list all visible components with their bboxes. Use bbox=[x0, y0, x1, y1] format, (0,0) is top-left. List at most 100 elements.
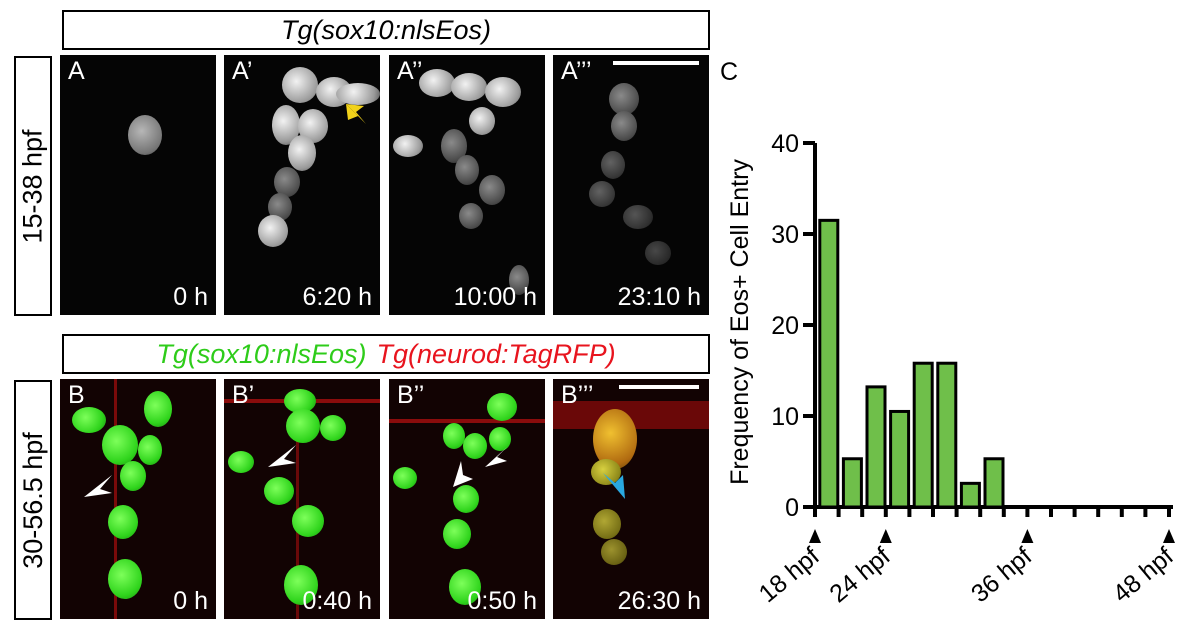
cell-blob bbox=[609, 83, 639, 115]
cell-blob bbox=[623, 205, 653, 229]
panel-time: 26:30 h bbox=[617, 587, 701, 615]
cell-blob bbox=[509, 265, 529, 295]
cell-blob bbox=[228, 451, 254, 473]
tick-marker-icon bbox=[1163, 529, 1175, 543]
chart-panel-label: C bbox=[720, 58, 738, 86]
x-tick-label: 18 hpf bbox=[754, 542, 825, 608]
red-axon bbox=[389, 419, 545, 423]
cell-blob bbox=[336, 83, 380, 105]
cell-blob bbox=[459, 203, 483, 229]
cell-blob bbox=[489, 427, 511, 451]
panel-label: A’ bbox=[232, 57, 253, 85]
cell-blob bbox=[128, 115, 162, 155]
scale-bar bbox=[613, 61, 699, 65]
cell-blob bbox=[393, 135, 423, 157]
bar bbox=[865, 385, 887, 509]
cell-blob bbox=[292, 505, 324, 537]
panel-time: 6:20 h bbox=[302, 283, 372, 311]
white-arrowhead-icon bbox=[268, 445, 296, 467]
row2-side-label-box: 30-56.5 hpf bbox=[14, 380, 52, 620]
panel-b1: B’ 0:40 h bbox=[224, 379, 380, 619]
cell-blob bbox=[274, 167, 300, 197]
cell-blob bbox=[611, 111, 637, 141]
panel-b2: B’’ 0:50 h bbox=[389, 379, 545, 619]
panel-time: 23:10 h bbox=[617, 283, 701, 311]
cell-blob bbox=[288, 135, 316, 171]
cell-blob bbox=[453, 485, 479, 513]
cell-blob bbox=[601, 151, 625, 179]
white-arrowhead-icon bbox=[453, 461, 473, 487]
cell-blob bbox=[108, 505, 138, 539]
cell-blob bbox=[286, 409, 320, 443]
row2-title-red: Tg(neurod:TagRFP) bbox=[376, 338, 616, 369]
x-tick-label: 24 hpf bbox=[824, 542, 895, 608]
cell-blob bbox=[282, 67, 318, 103]
row1-side-label-box: 15-38 hpf bbox=[14, 56, 52, 316]
panel-time: 0:40 h bbox=[302, 587, 372, 615]
panel-label: B’’’ bbox=[561, 381, 594, 409]
cell-blob bbox=[264, 477, 294, 505]
row2-title-box: Tg(sox10:nlsEos) Tg(neurod:TagRFP) bbox=[62, 334, 710, 374]
bar bbox=[983, 457, 1005, 509]
cell-blob bbox=[601, 539, 627, 565]
panel-a2: A’’ 10:00 h bbox=[389, 55, 545, 315]
cell-blob bbox=[419, 69, 455, 97]
cell-blob bbox=[449, 569, 481, 605]
cell-blob bbox=[72, 407, 106, 433]
row1-title-box: Tg(sox10:nlsEos) bbox=[62, 10, 710, 50]
cell-blob bbox=[138, 435, 162, 465]
panel-time: 0:50 h bbox=[467, 587, 537, 615]
bar bbox=[912, 361, 934, 509]
y-tick-label: 10 bbox=[771, 403, 799, 431]
panel-b: B 0 h bbox=[60, 379, 216, 619]
cell-blob bbox=[591, 459, 621, 485]
panel-time: 10:00 h bbox=[453, 283, 537, 311]
bar bbox=[936, 361, 958, 509]
cell-blob bbox=[120, 461, 146, 491]
cell-blob bbox=[451, 73, 487, 101]
cell-blob bbox=[593, 509, 621, 539]
scale-bar bbox=[619, 385, 699, 389]
bar bbox=[841, 457, 863, 509]
white-arrowhead-icon bbox=[84, 475, 112, 497]
tick-marker-icon bbox=[809, 529, 821, 543]
y-tick-label: 0 bbox=[785, 494, 799, 522]
cell-blob bbox=[463, 433, 487, 459]
bar bbox=[959, 481, 981, 509]
row1-title: Tg(sox10:nlsEos) bbox=[280, 14, 492, 45]
panel-time: 0 h bbox=[173, 587, 208, 615]
cell-blob bbox=[144, 391, 172, 427]
panel-a1: A’ 6:20 h bbox=[224, 55, 380, 315]
panel-label: B’ bbox=[232, 381, 255, 409]
blue-arrowhead-icon bbox=[603, 473, 625, 499]
panel-label: B’’ bbox=[397, 381, 425, 409]
cell-blob bbox=[102, 425, 138, 465]
red-axon bbox=[114, 379, 117, 619]
cell-blob bbox=[479, 175, 505, 205]
cell-blob bbox=[589, 181, 615, 207]
panel-label: A bbox=[68, 57, 85, 85]
cell-blob bbox=[487, 393, 517, 421]
x-tick-label: 36 hpf bbox=[966, 542, 1037, 608]
y-tick-label: 20 bbox=[771, 312, 799, 340]
panel-label: B bbox=[68, 381, 85, 409]
panel-label: A’’ bbox=[397, 57, 423, 85]
y-tick-label: 30 bbox=[771, 221, 799, 249]
panel-a3: A’’’ 23:10 h bbox=[553, 55, 709, 315]
panel-time: 0 h bbox=[173, 283, 208, 311]
cell-blob bbox=[485, 77, 521, 107]
x-tick-label: 48 hpf bbox=[1108, 542, 1179, 608]
white-arrowhead-icon bbox=[485, 447, 507, 467]
tick-marker-icon bbox=[1021, 529, 1034, 543]
tick-marker-icon bbox=[879, 529, 892, 543]
cell-blob bbox=[469, 107, 495, 135]
cell-blob bbox=[645, 241, 671, 265]
yellow-arrowhead-icon bbox=[346, 104, 366, 124]
cell-blob bbox=[443, 423, 465, 449]
row2-title-green: Tg(sox10:nlsEos) bbox=[156, 338, 367, 369]
cell-blob bbox=[258, 215, 288, 247]
panel-b3: B’’’ 26:30 h bbox=[553, 379, 709, 619]
y-axis-label: Frequency of Eos+ Cell Entry bbox=[726, 159, 754, 485]
panel-a: A 0 h bbox=[60, 55, 216, 315]
